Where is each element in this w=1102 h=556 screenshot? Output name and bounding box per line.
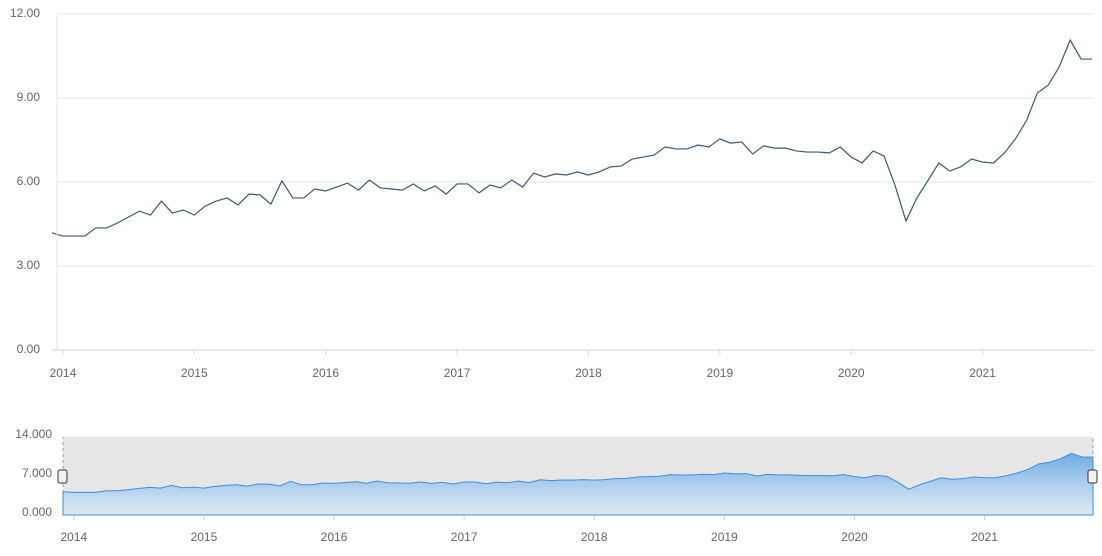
y-tick-label: 7.000 bbox=[22, 466, 52, 480]
navigator-handle-right[interactable] bbox=[1087, 469, 1098, 484]
x-tick-label: 2014 bbox=[60, 530, 87, 544]
x-tick-label: 2018 bbox=[575, 366, 602, 380]
x-tick-label: 2014 bbox=[50, 366, 77, 380]
y-tick-label: 6.00 bbox=[17, 174, 41, 188]
x-tick-label: 2019 bbox=[711, 530, 738, 544]
x-tick-label: 2017 bbox=[451, 530, 478, 544]
x-tick-label: 2019 bbox=[706, 366, 733, 380]
x-tick-label: 2016 bbox=[321, 530, 348, 544]
x-tick-label: 2015 bbox=[181, 366, 208, 380]
x-tick-label: 2018 bbox=[581, 530, 608, 544]
series-line bbox=[51, 38, 1092, 237]
y-tick-label: 9.00 bbox=[17, 90, 41, 104]
x-tick-label: 2021 bbox=[969, 366, 996, 380]
x-tick-label: 2020 bbox=[841, 530, 868, 544]
navigator: 0.000 7.000 14.000 2014 2015 2016 2017 2018 2019… bbox=[15, 427, 1094, 544]
series-area bbox=[62, 452, 1094, 516]
x-tick-label: 2015 bbox=[191, 530, 218, 544]
x-tick-label: 2016 bbox=[312, 366, 339, 380]
y-tick-label: 0.000 bbox=[22, 505, 52, 519]
x-tick-label: 2020 bbox=[838, 366, 865, 380]
navigator-handle-left[interactable] bbox=[57, 469, 68, 484]
x-tick-label: 2017 bbox=[444, 366, 471, 380]
y-tick-label: 0.00 bbox=[17, 342, 41, 356]
y-tick-label: 14.000 bbox=[15, 427, 52, 441]
x-tick-label: 2021 bbox=[971, 530, 998, 544]
y-tick-label: 12.00 bbox=[10, 6, 40, 20]
y-tick-label: 3.00 bbox=[17, 258, 41, 272]
main-plot: 0.00 3.00 6.00 9.00 12.00 2014 2015 2016 2017 201… bbox=[10, 6, 1092, 380]
